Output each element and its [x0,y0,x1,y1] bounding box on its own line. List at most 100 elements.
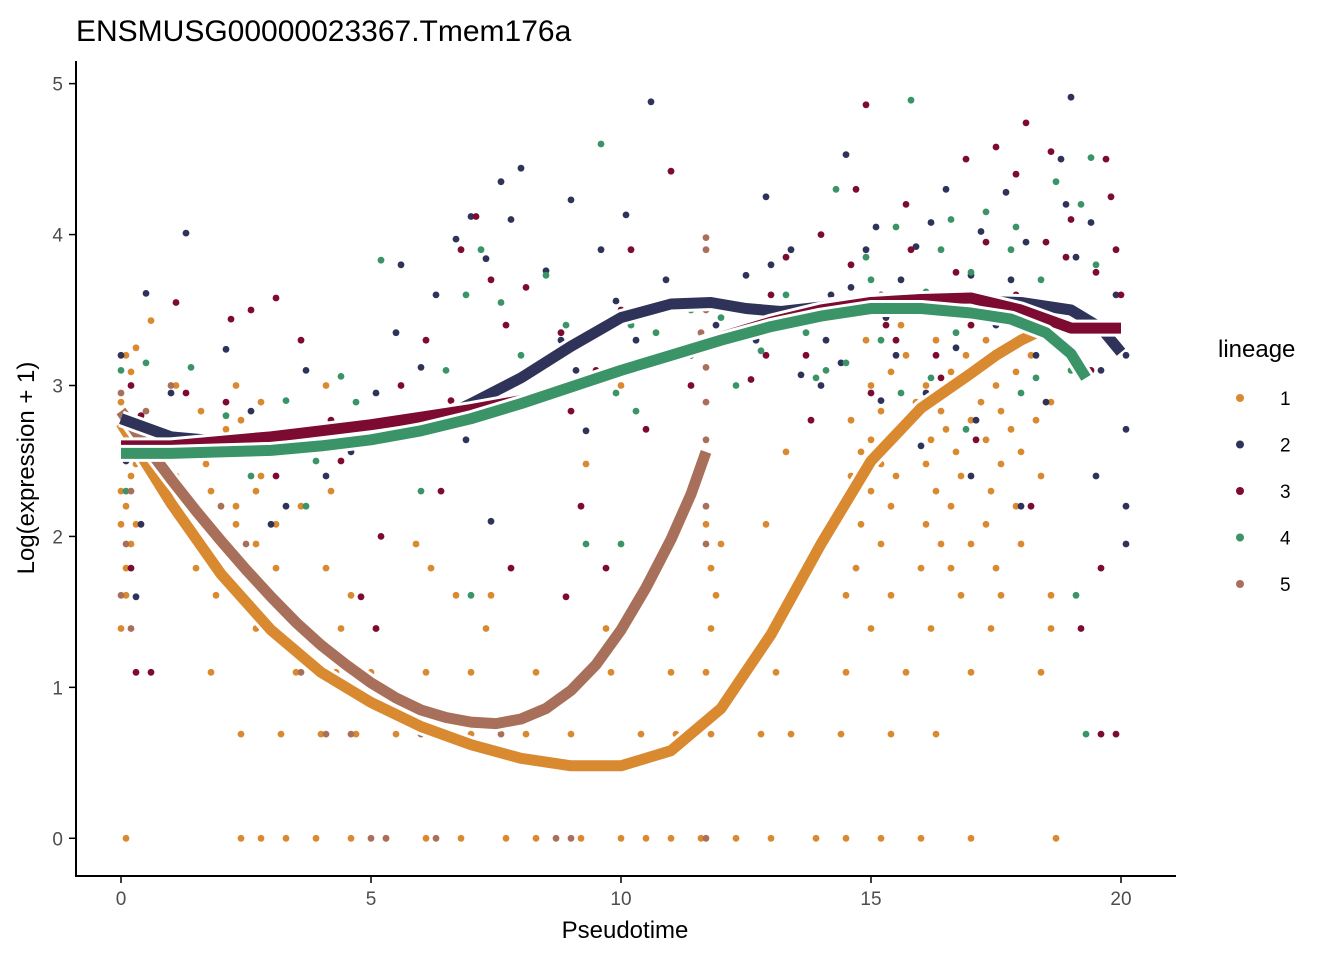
data-point [932,351,940,359]
data-point [472,213,480,220]
data-point [517,164,525,172]
data-point [962,155,970,163]
data-point [392,329,400,337]
data-point [942,425,950,433]
data-point [507,216,515,223]
data-point [567,196,575,204]
data-point [877,834,885,842]
data-point [1122,425,1130,433]
data-point [982,208,990,216]
data-point [927,219,935,226]
data-point [867,487,875,495]
legend-label-3: 3 [1280,482,1291,503]
data-point [147,317,155,324]
data-point [227,315,235,323]
data-point [397,382,405,389]
data-point [142,407,150,415]
data-point [857,448,865,456]
data-point [762,520,770,528]
data-point [987,625,995,632]
data-point [982,436,990,444]
data-point [707,564,715,572]
data-point [1072,253,1080,261]
data-point [497,730,505,738]
data-point [282,834,290,842]
data-point [147,668,155,676]
data-point [437,487,445,495]
data-point [207,487,215,495]
data-point [567,834,575,842]
data-point [277,730,285,738]
series-2-points [117,93,1130,601]
data-point [322,730,330,738]
data-point [932,487,940,495]
legend-entries: 1 2 3 4 5 [1236,389,1291,596]
data-point [182,389,190,397]
data-point [247,472,255,480]
data-point [367,834,375,842]
data-point [532,668,540,676]
data-point [617,540,625,548]
data-point [887,502,895,510]
data-point [1067,93,1075,101]
data-point [967,472,975,480]
data-point [242,540,250,548]
data-point [252,540,260,548]
data-point [1042,238,1050,246]
data-point [867,625,875,632]
data-point [922,520,930,528]
data-point [712,321,720,329]
data-point [977,228,985,235]
series-4-curve [121,303,1091,459]
data-point [937,540,945,548]
data-point [1012,368,1020,376]
data-point [932,336,940,344]
data-point [707,625,715,632]
data-point [627,246,635,254]
data-point [952,268,960,276]
data-point [532,834,540,842]
data-point [507,564,515,572]
data-point [1047,591,1055,599]
data-point [837,730,845,738]
data-point [702,834,710,842]
data-point [127,472,135,480]
data-point [1042,398,1050,406]
data-point [1112,291,1120,299]
data-point [247,407,255,415]
data-point [442,367,450,374]
data-point [557,329,565,337]
data-point [457,834,465,842]
data-point [337,457,345,465]
series-5-curve [116,407,712,730]
data-point [117,389,125,397]
data-point [1017,389,1025,397]
data-point [417,364,425,371]
data-point [732,382,740,389]
data-point [602,625,610,632]
legend-label-2: 2 [1280,436,1291,457]
x-tick-label: 20 [1110,889,1131,910]
data-point [632,336,640,344]
data-point [962,425,970,433]
data-point [687,382,695,389]
data-point [482,255,490,263]
data-point [1117,291,1125,299]
data-point [377,533,385,540]
data-point [1092,261,1100,269]
data-point [702,502,710,510]
data-point [497,299,505,306]
x-tick-label: 15 [860,889,881,910]
data-point [917,834,925,842]
data-point [447,397,455,404]
data-point [862,336,870,344]
legend: lineage 1 2 3 4 5 [1218,336,1295,596]
data-point [867,276,875,284]
data-point [117,398,125,406]
data-point [847,284,855,291]
data-point [892,223,900,231]
data-point [1062,253,1070,261]
series-4-points [117,96,1100,738]
data-point [172,382,180,389]
data-point [982,238,990,246]
